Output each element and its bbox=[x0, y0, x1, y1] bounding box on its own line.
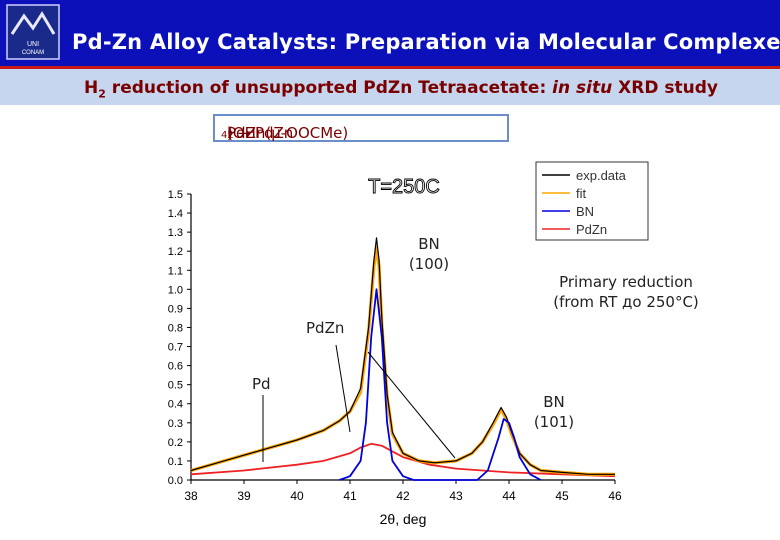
x-tick-label: 38 bbox=[184, 489, 198, 503]
y-tick-label: 0.7 bbox=[168, 342, 183, 354]
legend-label: PdZn bbox=[576, 222, 607, 237]
x-tick-label: 43 bbox=[449, 489, 463, 503]
x-tick-label: 44 bbox=[502, 489, 516, 503]
subtitle-bar bbox=[0, 69, 780, 105]
logo-text-2: CONAM bbox=[22, 50, 44, 56]
y-tick-label: 0.9 bbox=[168, 303, 183, 315]
pdzn-pointer bbox=[335, 344, 351, 433]
y-tick-label: 0.6 bbox=[168, 361, 183, 373]
annotation-pdzn: PdZn bbox=[306, 319, 345, 337]
reaction-formula-box: PdZn(μ-OOCMe) 4 (OH 2) → PdZn bbox=[213, 114, 509, 142]
annotation-lines bbox=[262, 344, 456, 462]
x-tick-label: 41 bbox=[343, 489, 357, 503]
y-tick-label: 0.0 bbox=[168, 475, 183, 487]
y-tick-label: 0.4 bbox=[168, 399, 183, 411]
annotation-pd: Pd bbox=[252, 375, 271, 393]
x-axis-label: 2θ, deg bbox=[380, 511, 427, 527]
y-tick-label: 1.5 bbox=[168, 189, 183, 201]
legend-label: exp.data bbox=[576, 168, 627, 183]
unicnam-logo: UNI CONAM bbox=[6, 4, 60, 60]
y-tick-label: 0.3 bbox=[168, 418, 183, 430]
x-tick-label: 39 bbox=[237, 489, 251, 503]
x-tick-label: 40 bbox=[290, 489, 304, 503]
reaction-formula: PdZn(μ-OOCMe) 4 (OH 2) → PdZn bbox=[221, 124, 349, 142]
series-line-BN bbox=[339, 288, 542, 481]
y-tick-label: 0.1 bbox=[168, 456, 183, 468]
series-line-PdZn bbox=[190, 442, 616, 478]
y-tick-label: 0.5 bbox=[168, 380, 183, 392]
y-tick-label: 0.8 bbox=[168, 322, 183, 334]
annotation-primary-reduction: Primary reduction (from RT до 250°C) bbox=[553, 273, 699, 311]
primary-pointer bbox=[367, 351, 456, 459]
logo-text-1: UNI bbox=[27, 41, 39, 48]
y-tick-label: 1.0 bbox=[168, 284, 183, 296]
header-bar: UNI CONAM Pd-Zn Alloy Catalysts: Prepara… bbox=[0, 0, 780, 66]
x-tick-label: 46 bbox=[608, 489, 622, 503]
legend-label: BN bbox=[576, 204, 594, 219]
y-tick-label: 1.3 bbox=[168, 227, 183, 239]
y-tick-label: 1.4 bbox=[168, 208, 183, 220]
x-tick-label: 45 bbox=[555, 489, 569, 503]
y-tick-label: 1.2 bbox=[168, 246, 183, 258]
y-tick-label: 1.1 bbox=[168, 265, 183, 277]
annotation-bn100: BN (100) bbox=[408, 235, 450, 273]
y-tick-label: 0.2 bbox=[168, 437, 183, 449]
page-title: Pd-Zn Alloy Catalysts: Preparation via M… bbox=[72, 30, 780, 54]
divider-line bbox=[0, 66, 780, 69]
chart-title: T=250C bbox=[368, 176, 440, 198]
chart-series bbox=[190, 237, 616, 481]
annotation-bn101: BN (101) bbox=[533, 393, 575, 431]
chart-axes: 0.0 0.1 0.2 0.3 0.4 0.5 0.6 0.7 0.8 0.9 1.0 1.1 1.2 1… bbox=[168, 189, 622, 503]
legend-label: fit bbox=[576, 186, 587, 201]
chart-legend: exp.data fit BN PdZn bbox=[535, 161, 649, 241]
x-tick-label: 42 bbox=[396, 489, 410, 503]
subtitle: H2 reduction of unsupported PdZn Tetraac… bbox=[84, 78, 718, 101]
